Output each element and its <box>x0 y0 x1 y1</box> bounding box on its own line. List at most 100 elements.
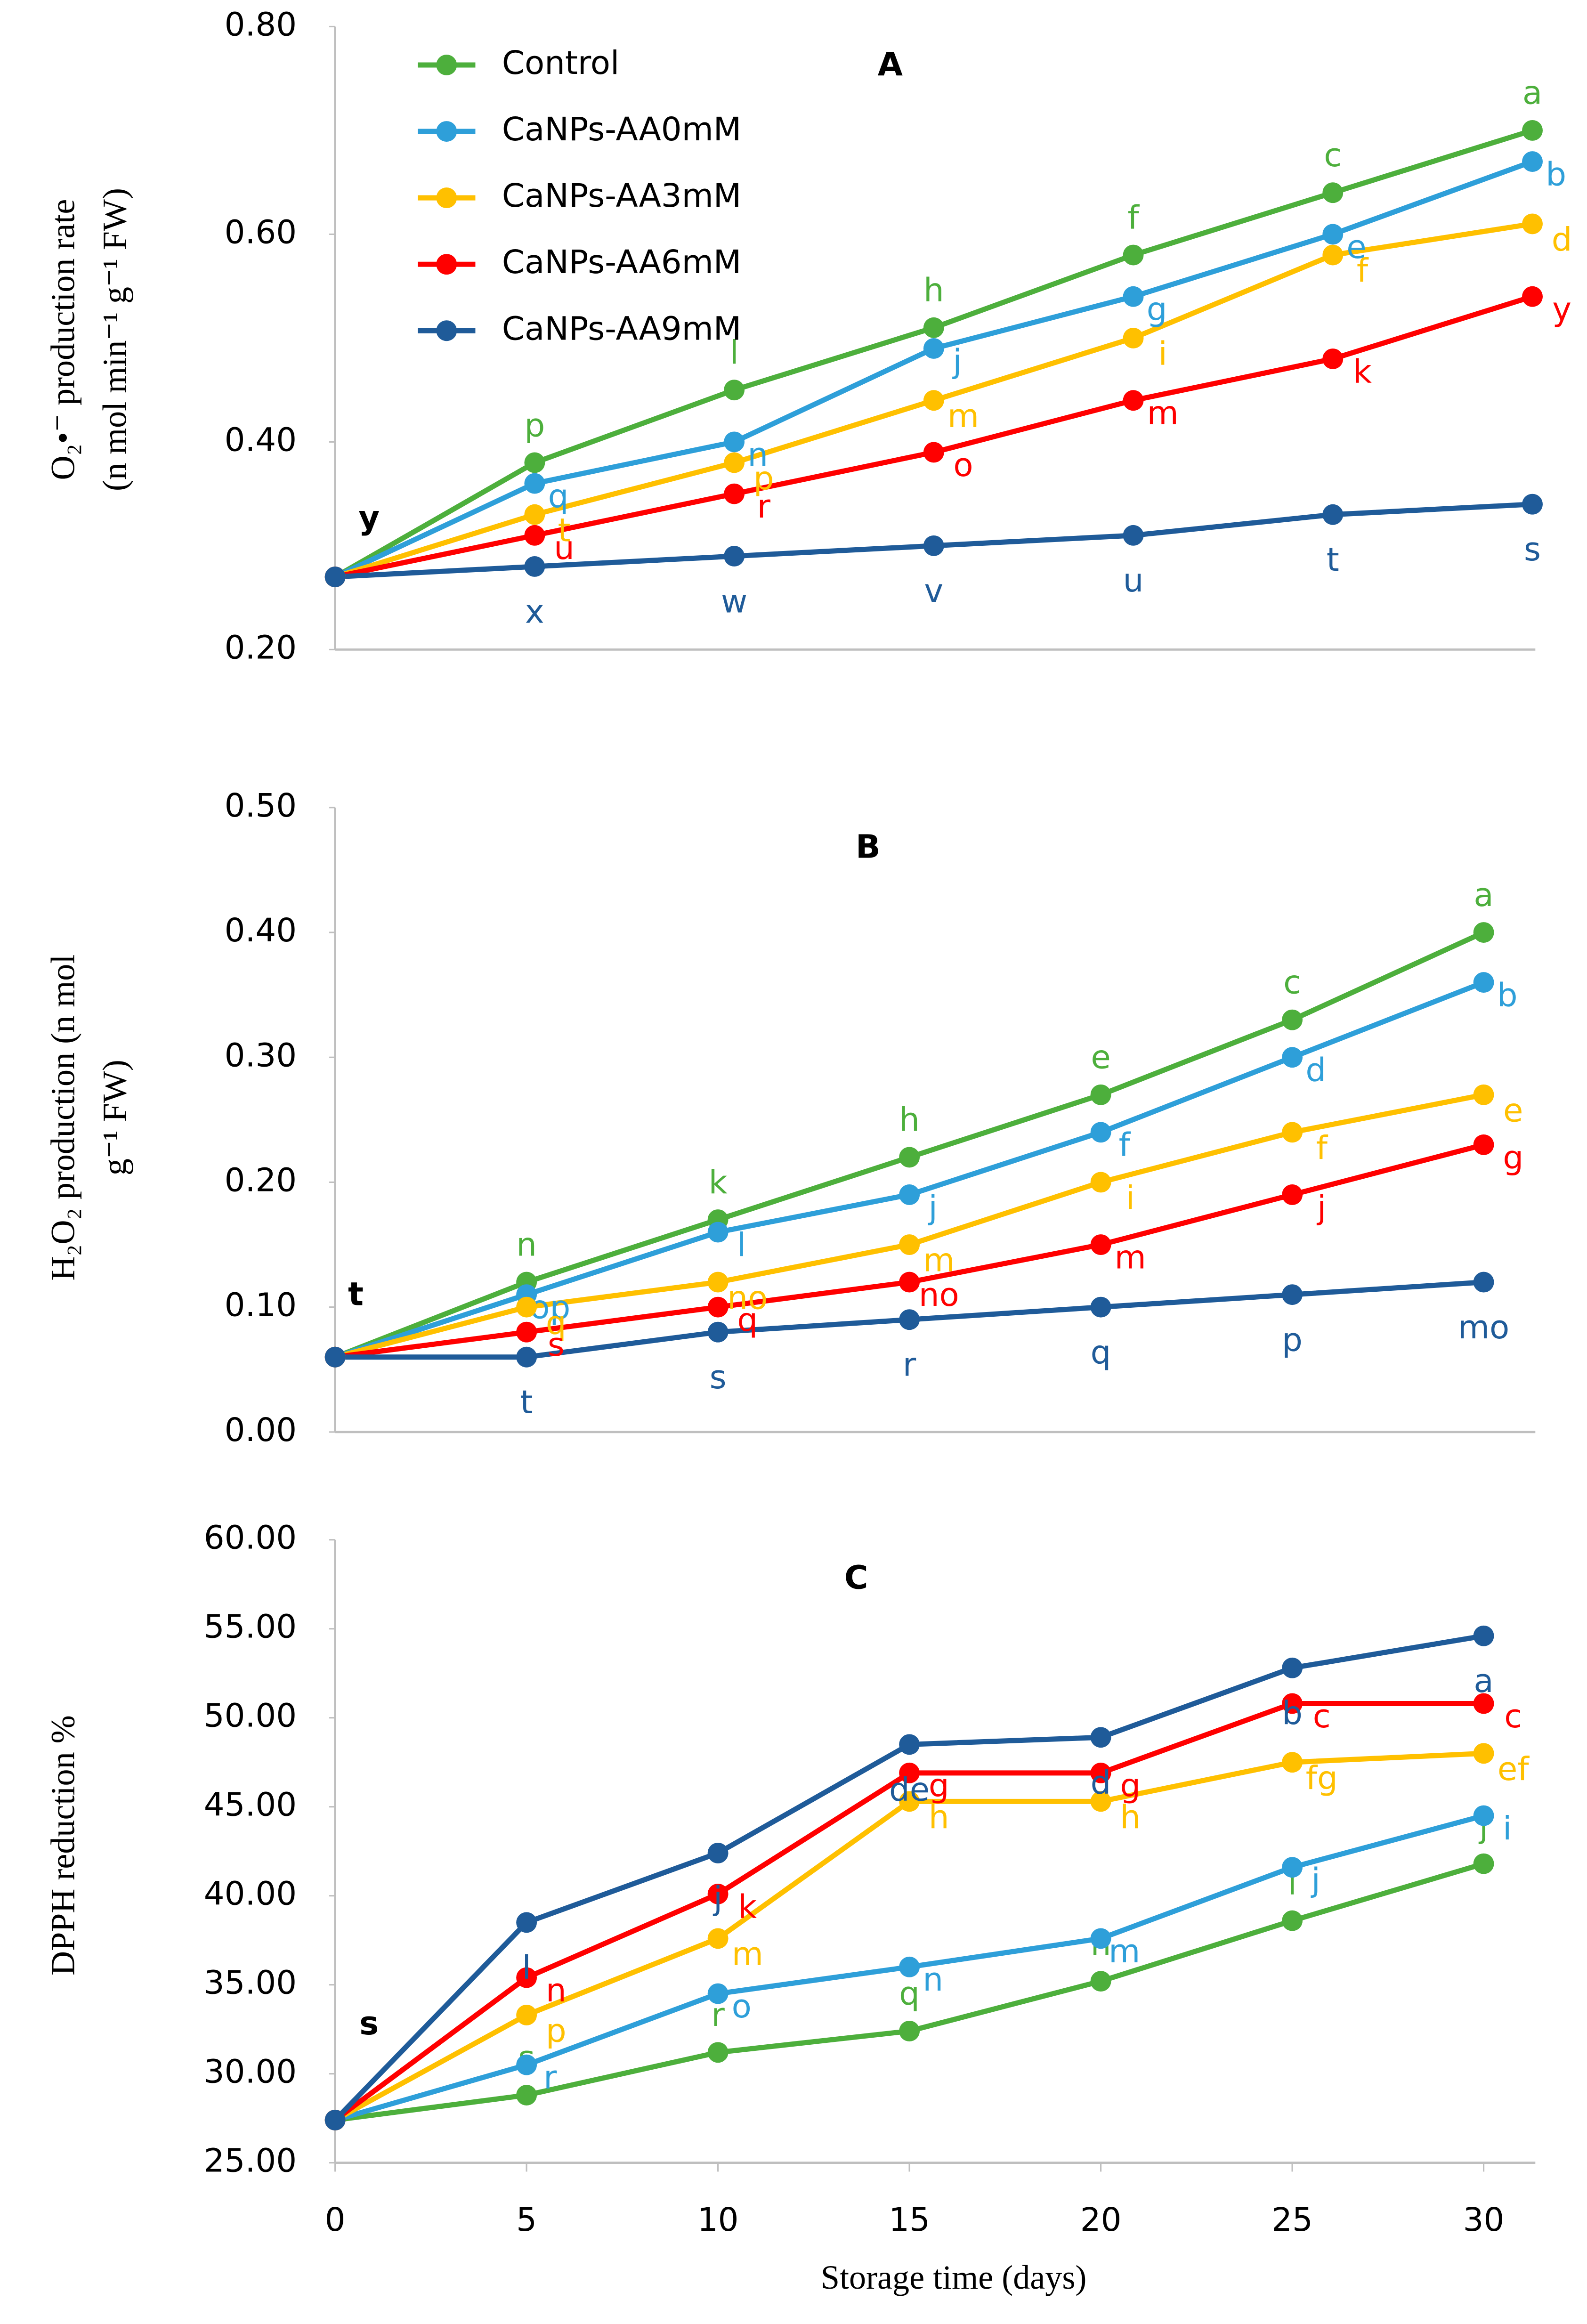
significance-letter: i <box>1126 1179 1135 1217</box>
data-point <box>1522 286 1543 307</box>
significance-letter: h <box>899 1101 920 1139</box>
data-point <box>1090 1122 1111 1143</box>
data-point <box>1123 327 1144 348</box>
legend-marker <box>436 121 457 142</box>
y-tick-label: 0.50 <box>225 787 297 825</box>
data-point <box>899 1734 920 1755</box>
data-point <box>707 1296 729 1318</box>
y-tick-label: 30.00 <box>204 2053 297 2091</box>
y-tick-label: 60.00 <box>204 1519 297 1557</box>
significance-letter: a <box>1522 74 1542 112</box>
significance-letter: i <box>1158 335 1167 373</box>
significance-letter: p <box>546 2012 567 2050</box>
significance-letter: p <box>524 406 545 444</box>
data-point <box>923 535 944 556</box>
y-tick-label: 0.20 <box>225 1161 297 1199</box>
significance-letter: q <box>546 1304 567 1342</box>
data-point <box>1090 1791 1111 1812</box>
data-point <box>899 1234 920 1255</box>
significance-letter: b <box>1497 976 1518 1014</box>
legend-label: Control <box>502 44 619 82</box>
data-point <box>1090 1172 1111 1193</box>
significance-letter: b <box>1546 155 1566 193</box>
data-point <box>1322 224 1344 245</box>
data-point <box>1473 1084 1494 1105</box>
data-point <box>1123 286 1144 307</box>
data-point <box>524 504 545 525</box>
significance-letter: m <box>732 1935 763 1973</box>
x-axis-label: Storage time (days) <box>821 2259 1087 2296</box>
data-point <box>1282 1657 1303 1678</box>
significance-letter: s <box>710 1359 727 1396</box>
data-point <box>899 1956 920 1977</box>
y-tick-label: 0.30 <box>225 1036 297 1074</box>
significance-letter: c <box>1313 1698 1331 1735</box>
significance-letter: o <box>953 446 973 484</box>
data-point <box>1473 1805 1494 1826</box>
data-point <box>1522 120 1543 141</box>
significance-letter: m <box>1109 1933 1140 1970</box>
significance-letter: u <box>554 529 575 567</box>
significance-letter: r <box>757 488 771 526</box>
significance-letter: b <box>1282 1694 1303 1732</box>
data-point <box>707 1321 729 1343</box>
data-point <box>524 452 545 473</box>
legend-label: CaNPs-AA3mM <box>502 177 741 215</box>
significance-letter: q <box>737 1301 758 1339</box>
significance-letter: t <box>520 1384 533 1421</box>
data-point <box>724 452 745 473</box>
data-point <box>516 2085 537 2105</box>
significance-letter: h <box>929 1798 949 1836</box>
data-point <box>1090 1762 1111 1783</box>
significance-letter: d <box>1305 1052 1326 1089</box>
y-tick-label: 0.10 <box>225 1287 297 1324</box>
y-tick-label: 50.00 <box>204 1697 297 1735</box>
data-point <box>516 2054 537 2075</box>
significance-letter: f <box>1119 1126 1131 1164</box>
data-point <box>899 2020 920 2041</box>
x-tick-label: 20 <box>1080 2201 1122 2239</box>
data-point <box>524 556 545 577</box>
y-tick-label: 0.40 <box>225 912 297 949</box>
x-tick-label: 5 <box>516 2201 537 2239</box>
data-point <box>1123 390 1144 411</box>
data-point <box>899 1309 920 1330</box>
data-point <box>516 1321 537 1343</box>
y-tick-label: 0.80 <box>225 6 297 43</box>
significance-letter: n <box>546 1972 567 2009</box>
data-point <box>899 1791 920 1812</box>
data-point <box>1282 1184 1303 1205</box>
significance-letter: g <box>1503 1139 1523 1176</box>
significance-letter: l <box>522 1949 531 1987</box>
significance-letter: j <box>1316 1189 1326 1226</box>
significance-letter: m <box>1147 395 1179 432</box>
x-tick-label: 30 <box>1463 2201 1505 2239</box>
legend-marker <box>436 254 457 275</box>
data-point <box>1473 972 1494 993</box>
data-point <box>516 2004 537 2025</box>
data-point <box>1522 213 1543 235</box>
data-point <box>899 1271 920 1293</box>
data-point <box>1282 1693 1303 1714</box>
legend-marker <box>436 55 457 75</box>
data-point <box>899 1184 920 1205</box>
data-point <box>1322 504 1344 525</box>
y-tick-label: 0.60 <box>225 213 297 251</box>
significance-letter: f <box>1316 1129 1328 1167</box>
series-line <box>334 980 1485 1360</box>
data-point <box>1282 1910 1303 1931</box>
significance-letter: mo <box>1458 1309 1509 1346</box>
data-point <box>923 390 944 411</box>
significance-letter: h <box>1120 1798 1141 1836</box>
significance-letter: h <box>923 272 944 309</box>
data-point <box>707 1883 729 1904</box>
data-point <box>1322 244 1344 266</box>
data-point <box>724 380 745 401</box>
data-point <box>1282 1752 1303 1773</box>
data-point <box>724 431 745 453</box>
significance-letter: n <box>747 436 768 474</box>
panel-title: C <box>844 1559 868 1596</box>
y-tick-label: 0.00 <box>225 1411 297 1449</box>
significance-letter: no <box>727 1279 768 1317</box>
data-point <box>1090 1727 1111 1748</box>
